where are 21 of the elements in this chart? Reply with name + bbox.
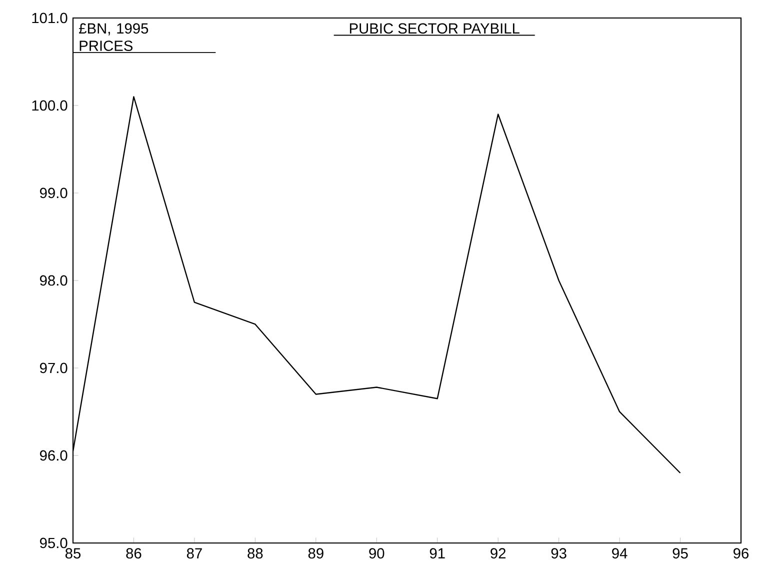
x-tick-label: 95 <box>672 548 688 559</box>
x-tick-label: 87 <box>186 548 202 559</box>
x-tick-label: 92 <box>490 548 506 559</box>
x-tick-label: 88 <box>248 548 263 559</box>
y-tick-label: 99.0 <box>40 188 68 198</box>
x-tick-label: 93 <box>551 548 566 559</box>
x-tick-label: 94 <box>612 548 628 559</box>
x-tick-label: 91 <box>430 548 445 559</box>
x-tick-label: 96 <box>734 548 749 559</box>
y-tick-label: 101.0 <box>32 12 68 24</box>
y-tick-label: 100.0 <box>32 100 68 111</box>
chart-title: PUBIC SECTOR PAYBILL <box>350 23 520 34</box>
y-tick-label: 95.0 <box>40 538 68 548</box>
x-tick-label: 89 <box>308 548 324 559</box>
y-tick-label: 98.0 <box>40 275 68 286</box>
x-tick-label: 85 <box>65 548 81 559</box>
x-tick-label: 90 <box>369 548 384 559</box>
x-tick-label: 86 <box>126 548 142 559</box>
y-axis-title: £BN, 1995 PRICES <box>79 23 148 51</box>
y-tick-label: 97.0 <box>40 362 68 374</box>
y-tick-label: 96.0 <box>40 450 68 461</box>
